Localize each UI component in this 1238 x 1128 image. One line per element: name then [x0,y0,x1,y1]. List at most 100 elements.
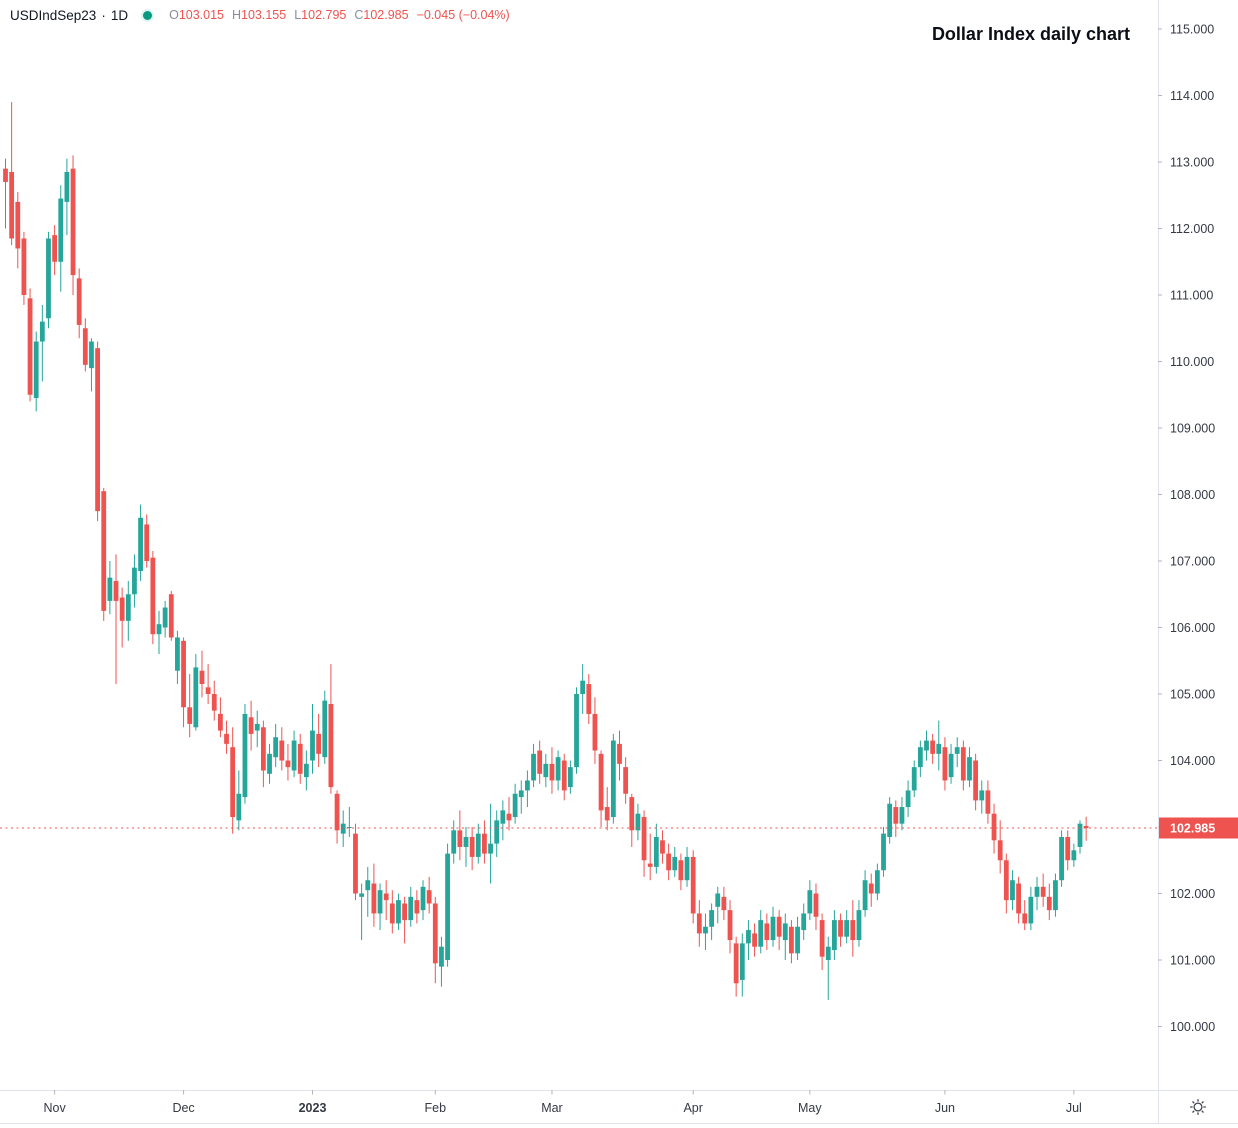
candle [494,810,500,857]
candle [211,680,217,721]
candle [715,886,721,924]
candle-body [285,760,291,768]
market-status-dot[interactable] [143,10,153,20]
candle [359,883,365,941]
candle [641,810,647,877]
candle-body [567,767,573,788]
candle [709,903,714,941]
candle [187,674,193,738]
candle-body [181,640,186,708]
candle [273,723,279,768]
price-tick-label: 102.000 [1170,887,1215,901]
candle [236,770,242,831]
candle [488,803,493,884]
time-tick-label: Apr [683,1101,702,1115]
candle [76,268,82,339]
candle [574,687,579,774]
candle-body [310,730,315,761]
candle-body [383,893,389,901]
candle [383,880,389,921]
candle [9,102,15,246]
candle-body [985,790,991,814]
chart-pane[interactable] [0,0,1158,1090]
candle [205,664,211,704]
candle [850,900,856,957]
close-label: C [354,8,364,22]
candle [162,600,168,638]
candle [1003,853,1009,914]
candle [64,158,70,236]
candle [733,936,739,997]
candle [703,913,708,951]
candle-body [653,836,659,867]
candle [893,800,899,837]
candle [199,650,205,698]
candle-body [506,813,512,821]
ohlc-values: O103.015 H103.155 L102.795 C102.985 −0.0… [169,8,510,22]
candle [838,913,843,947]
interval-label[interactable]: 1D [110,7,129,23]
change-value: −0.045 (−0.04%) [416,8,510,22]
candle-body [721,896,727,911]
time-tick-label: Feb [425,1101,447,1115]
candle-body [162,607,168,628]
candle [967,747,972,788]
candle [567,760,573,794]
price-tick-label: 101.000 [1170,954,1215,968]
time-tick-label: Jul [1066,1101,1082,1115]
time-tick-label: Nov [44,1101,67,1115]
candle-body [617,743,622,764]
candle [825,936,831,1000]
candle-body [1059,836,1064,881]
candle-body [1003,860,1009,901]
candle-body [801,913,807,931]
time-axis[interactable] [0,1090,1238,1123]
price-tick-label: 110.000 [1170,355,1214,369]
candle [82,318,88,372]
candle-body [469,836,475,857]
candle [801,903,807,941]
symbol-title[interactable]: USDIndSep23 [10,7,97,23]
candle-body [267,753,272,774]
candle [1046,883,1052,921]
price-tick-label: 105.000 [1170,688,1215,702]
candle [469,827,475,871]
candle-body [457,830,463,847]
candle [132,554,137,608]
candle-body [218,713,223,731]
candle [586,674,592,724]
candle-body [353,833,358,894]
last-price-label [1159,817,1238,839]
candle [739,933,745,997]
candle [119,587,125,648]
candle-body [9,171,15,239]
candle-body [905,790,911,808]
candle [316,713,322,768]
candle [27,288,33,402]
candle-body [52,235,58,262]
legend: USDIndSep23 · 1D O103.015 H103.155 L102.… [10,5,510,25]
candle-body [973,760,979,801]
candle-body [610,740,616,818]
candle-body [58,198,64,262]
price-tick-label: 114.000 [1170,89,1214,103]
candle-body [1016,883,1021,914]
last-price-label-text: 102.985 [1170,821,1215,835]
candle [684,846,690,887]
candle [672,846,678,877]
candle-body [1053,880,1058,911]
candle [125,580,131,641]
candle-body [359,893,365,897]
candle-body [64,171,70,202]
candle-body [782,923,788,941]
time-axis-settings-button[interactable] [1182,1093,1214,1120]
candle [113,554,119,685]
price-tick-label: 112.000 [1170,222,1214,236]
candle-body [1046,896,1052,911]
candle [1040,873,1046,907]
candle-body [813,893,819,917]
candle [776,910,782,951]
price-axis[interactable] [1158,0,1238,1123]
candle [813,883,819,931]
